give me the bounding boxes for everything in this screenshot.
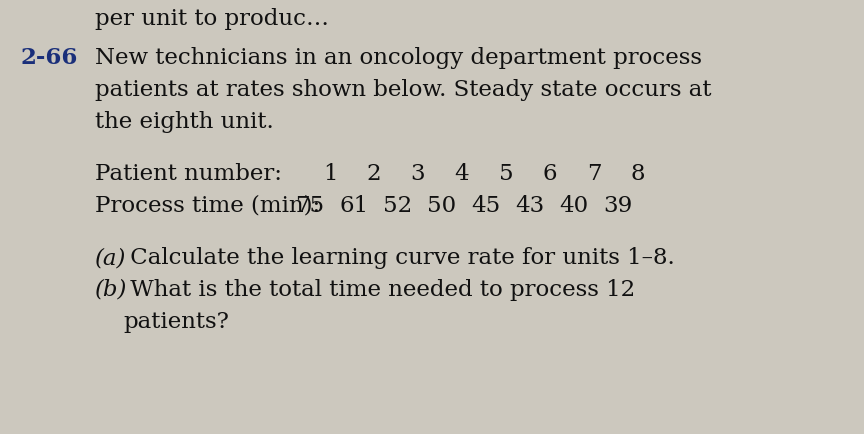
Text: 2: 2 xyxy=(366,163,381,184)
Text: patients?: patients? xyxy=(123,310,229,332)
Text: the eighth unit.: the eighth unit. xyxy=(95,111,274,133)
Text: 3: 3 xyxy=(410,163,425,184)
Text: 7: 7 xyxy=(587,163,601,184)
Text: 2-66: 2-66 xyxy=(20,47,78,69)
Text: 52: 52 xyxy=(384,194,413,217)
Text: 61: 61 xyxy=(340,194,369,217)
Text: patients at rates shown below. Steady state occurs at: patients at rates shown below. Steady st… xyxy=(95,79,711,101)
Text: Process time (min):: Process time (min): xyxy=(95,194,321,217)
Text: 39: 39 xyxy=(603,194,632,217)
Text: 75: 75 xyxy=(295,194,325,217)
Text: New technicians in an oncology department process: New technicians in an oncology departmen… xyxy=(95,47,702,69)
Text: 45: 45 xyxy=(472,194,500,217)
Text: Calculate the learning curve rate for units 1–8.: Calculate the learning curve rate for un… xyxy=(123,247,675,268)
Text: 1: 1 xyxy=(323,163,337,184)
Text: (b): (b) xyxy=(95,278,127,300)
Text: 8: 8 xyxy=(631,163,645,184)
Text: (a): (a) xyxy=(95,247,126,268)
Text: 50: 50 xyxy=(428,194,456,217)
Text: 43: 43 xyxy=(515,194,544,217)
Text: 6: 6 xyxy=(543,163,557,184)
Text: What is the total time needed to process 12: What is the total time needed to process… xyxy=(123,278,635,300)
Text: 4: 4 xyxy=(454,163,469,184)
Text: 40: 40 xyxy=(559,194,588,217)
Text: Patient number:: Patient number: xyxy=(95,163,282,184)
Text: per unit to produc…: per unit to produc… xyxy=(95,8,329,30)
Text: 5: 5 xyxy=(499,163,513,184)
